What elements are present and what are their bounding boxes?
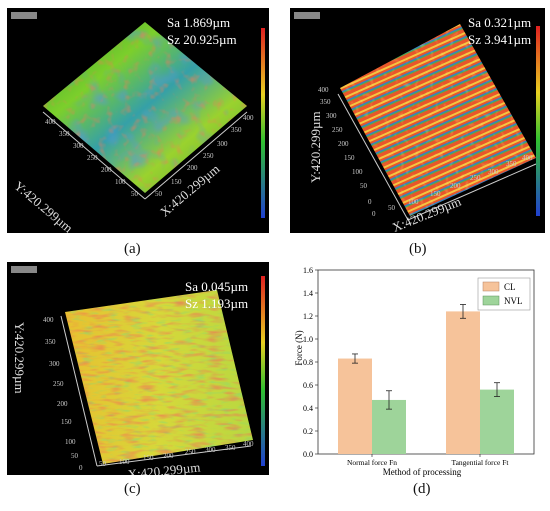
sz-value-c: Sz 1.193µm xyxy=(185,296,249,311)
svg-text:250: 250 xyxy=(53,380,64,388)
svg-text:300: 300 xyxy=(205,446,216,454)
svg-text:200: 200 xyxy=(163,452,174,460)
y-tick-label: 1.0 xyxy=(303,335,313,344)
y-tick-label: 0.8 xyxy=(303,358,313,367)
svg-text:400: 400 xyxy=(243,440,254,448)
bar-cl xyxy=(338,358,372,454)
svg-text:250: 250 xyxy=(470,174,481,182)
svg-text:300: 300 xyxy=(217,140,228,148)
svg-text:250: 250 xyxy=(87,154,98,162)
surface-plot-b: 400 350 300 250 200 150 100 50 0 0 50 100 150 200 250… xyxy=(290,8,545,233)
svg-text:400: 400 xyxy=(45,118,56,126)
svg-text:150: 150 xyxy=(143,454,154,462)
svg-text:200: 200 xyxy=(450,182,461,190)
sa-value-c: Sa 0.045µm xyxy=(185,279,249,294)
svg-text:300: 300 xyxy=(49,360,60,368)
svg-text:350: 350 xyxy=(231,126,242,134)
svg-text:300: 300 xyxy=(73,142,84,150)
svg-text:0: 0 xyxy=(368,198,372,206)
svg-text:350: 350 xyxy=(320,98,331,106)
legend-label-cl: CL xyxy=(504,282,516,292)
svg-text:400: 400 xyxy=(318,86,329,94)
svg-text:350: 350 xyxy=(45,338,56,346)
svg-text:150: 150 xyxy=(344,154,355,162)
svg-text:400: 400 xyxy=(43,316,54,324)
caption-c: (c) xyxy=(124,481,141,497)
surface-plot-c: 400 350 300 250 200 150 100 50 0 50 100 150 200 250 3… xyxy=(7,262,269,475)
y-tick-label: 1.4 xyxy=(303,289,313,298)
svg-text:150: 150 xyxy=(430,190,441,198)
sa-value-a: Sa 1.869µm xyxy=(167,15,231,30)
svg-text:100: 100 xyxy=(408,198,419,206)
y-tick-label: 0.2 xyxy=(303,427,313,436)
svg-text:200: 200 xyxy=(57,400,68,408)
svg-text:0: 0 xyxy=(372,210,376,218)
force-bar-chart: 0.0 0.2 0.4 0.6 0.8 1.0 1.2 1.4 1.6 Normal force … xyxy=(294,266,535,477)
legend-swatch-cl xyxy=(482,281,500,292)
svg-text:50: 50 xyxy=(388,204,396,212)
svg-text:100: 100 xyxy=(115,178,126,186)
svg-text:250: 250 xyxy=(332,126,343,134)
caption-b: (b) xyxy=(409,241,427,257)
caption-d: (d) xyxy=(413,481,431,497)
sz-value-a: Sz 20.925µm xyxy=(167,32,237,47)
x-axis-title: Method of processing xyxy=(383,467,462,477)
svg-text:50: 50 xyxy=(99,460,107,468)
y-tick-label: 0.0 xyxy=(303,450,313,459)
svg-text:300: 300 xyxy=(326,112,337,120)
svg-text:50: 50 xyxy=(360,182,368,190)
svg-text:350: 350 xyxy=(506,160,517,168)
y-axis-title: Force (N) xyxy=(294,330,304,365)
svg-text:400: 400 xyxy=(522,154,533,162)
svg-text:0: 0 xyxy=(79,464,83,472)
svg-text:350: 350 xyxy=(59,130,70,138)
y-axis-label-b: Y:420.299µm xyxy=(308,111,323,183)
svg-text:150: 150 xyxy=(171,178,182,186)
svg-text:250: 250 xyxy=(203,152,214,160)
svg-text:300: 300 xyxy=(488,168,499,176)
legend: CL NVL xyxy=(477,277,531,311)
x-tick-label: Normal force Fn xyxy=(347,458,397,467)
svg-text:200: 200 xyxy=(187,164,198,172)
x-tick-label: Tangential force Ft xyxy=(452,458,510,467)
y-tick-label: 0.4 xyxy=(303,404,313,413)
svg-text:200: 200 xyxy=(338,140,349,148)
svg-text:150: 150 xyxy=(61,418,72,426)
svg-text:100: 100 xyxy=(119,458,130,466)
svg-text:50: 50 xyxy=(131,190,139,198)
legend-swatch-nvl xyxy=(482,295,500,306)
sz-value-b: Sz 3.941µm xyxy=(468,32,532,47)
y-tick-label: 1.6 xyxy=(303,266,313,275)
svg-text:400: 400 xyxy=(243,114,254,122)
bar-cl xyxy=(446,311,480,454)
svg-text:350: 350 xyxy=(225,444,236,452)
svg-text:250: 250 xyxy=(185,448,196,456)
svg-text:50: 50 xyxy=(155,190,163,198)
bar-nvl xyxy=(480,389,514,454)
y-axis-label-c: Y:420.299µm xyxy=(12,322,27,394)
legend-label-nvl: NVL xyxy=(504,296,523,306)
svg-text:50: 50 xyxy=(71,452,79,460)
surface-plot-a: 400 350 300 250 200 100 50 50 150 200 250 300 350 40… xyxy=(7,8,269,233)
y-tick-label: 0.6 xyxy=(303,381,313,390)
svg-text:100: 100 xyxy=(352,168,363,176)
y-tick-label: 1.2 xyxy=(303,312,313,321)
sa-value-b: Sa 0.321µm xyxy=(468,15,532,30)
caption-a: (a) xyxy=(124,241,141,257)
svg-text:200: 200 xyxy=(101,166,112,174)
svg-text:100: 100 xyxy=(65,438,76,446)
